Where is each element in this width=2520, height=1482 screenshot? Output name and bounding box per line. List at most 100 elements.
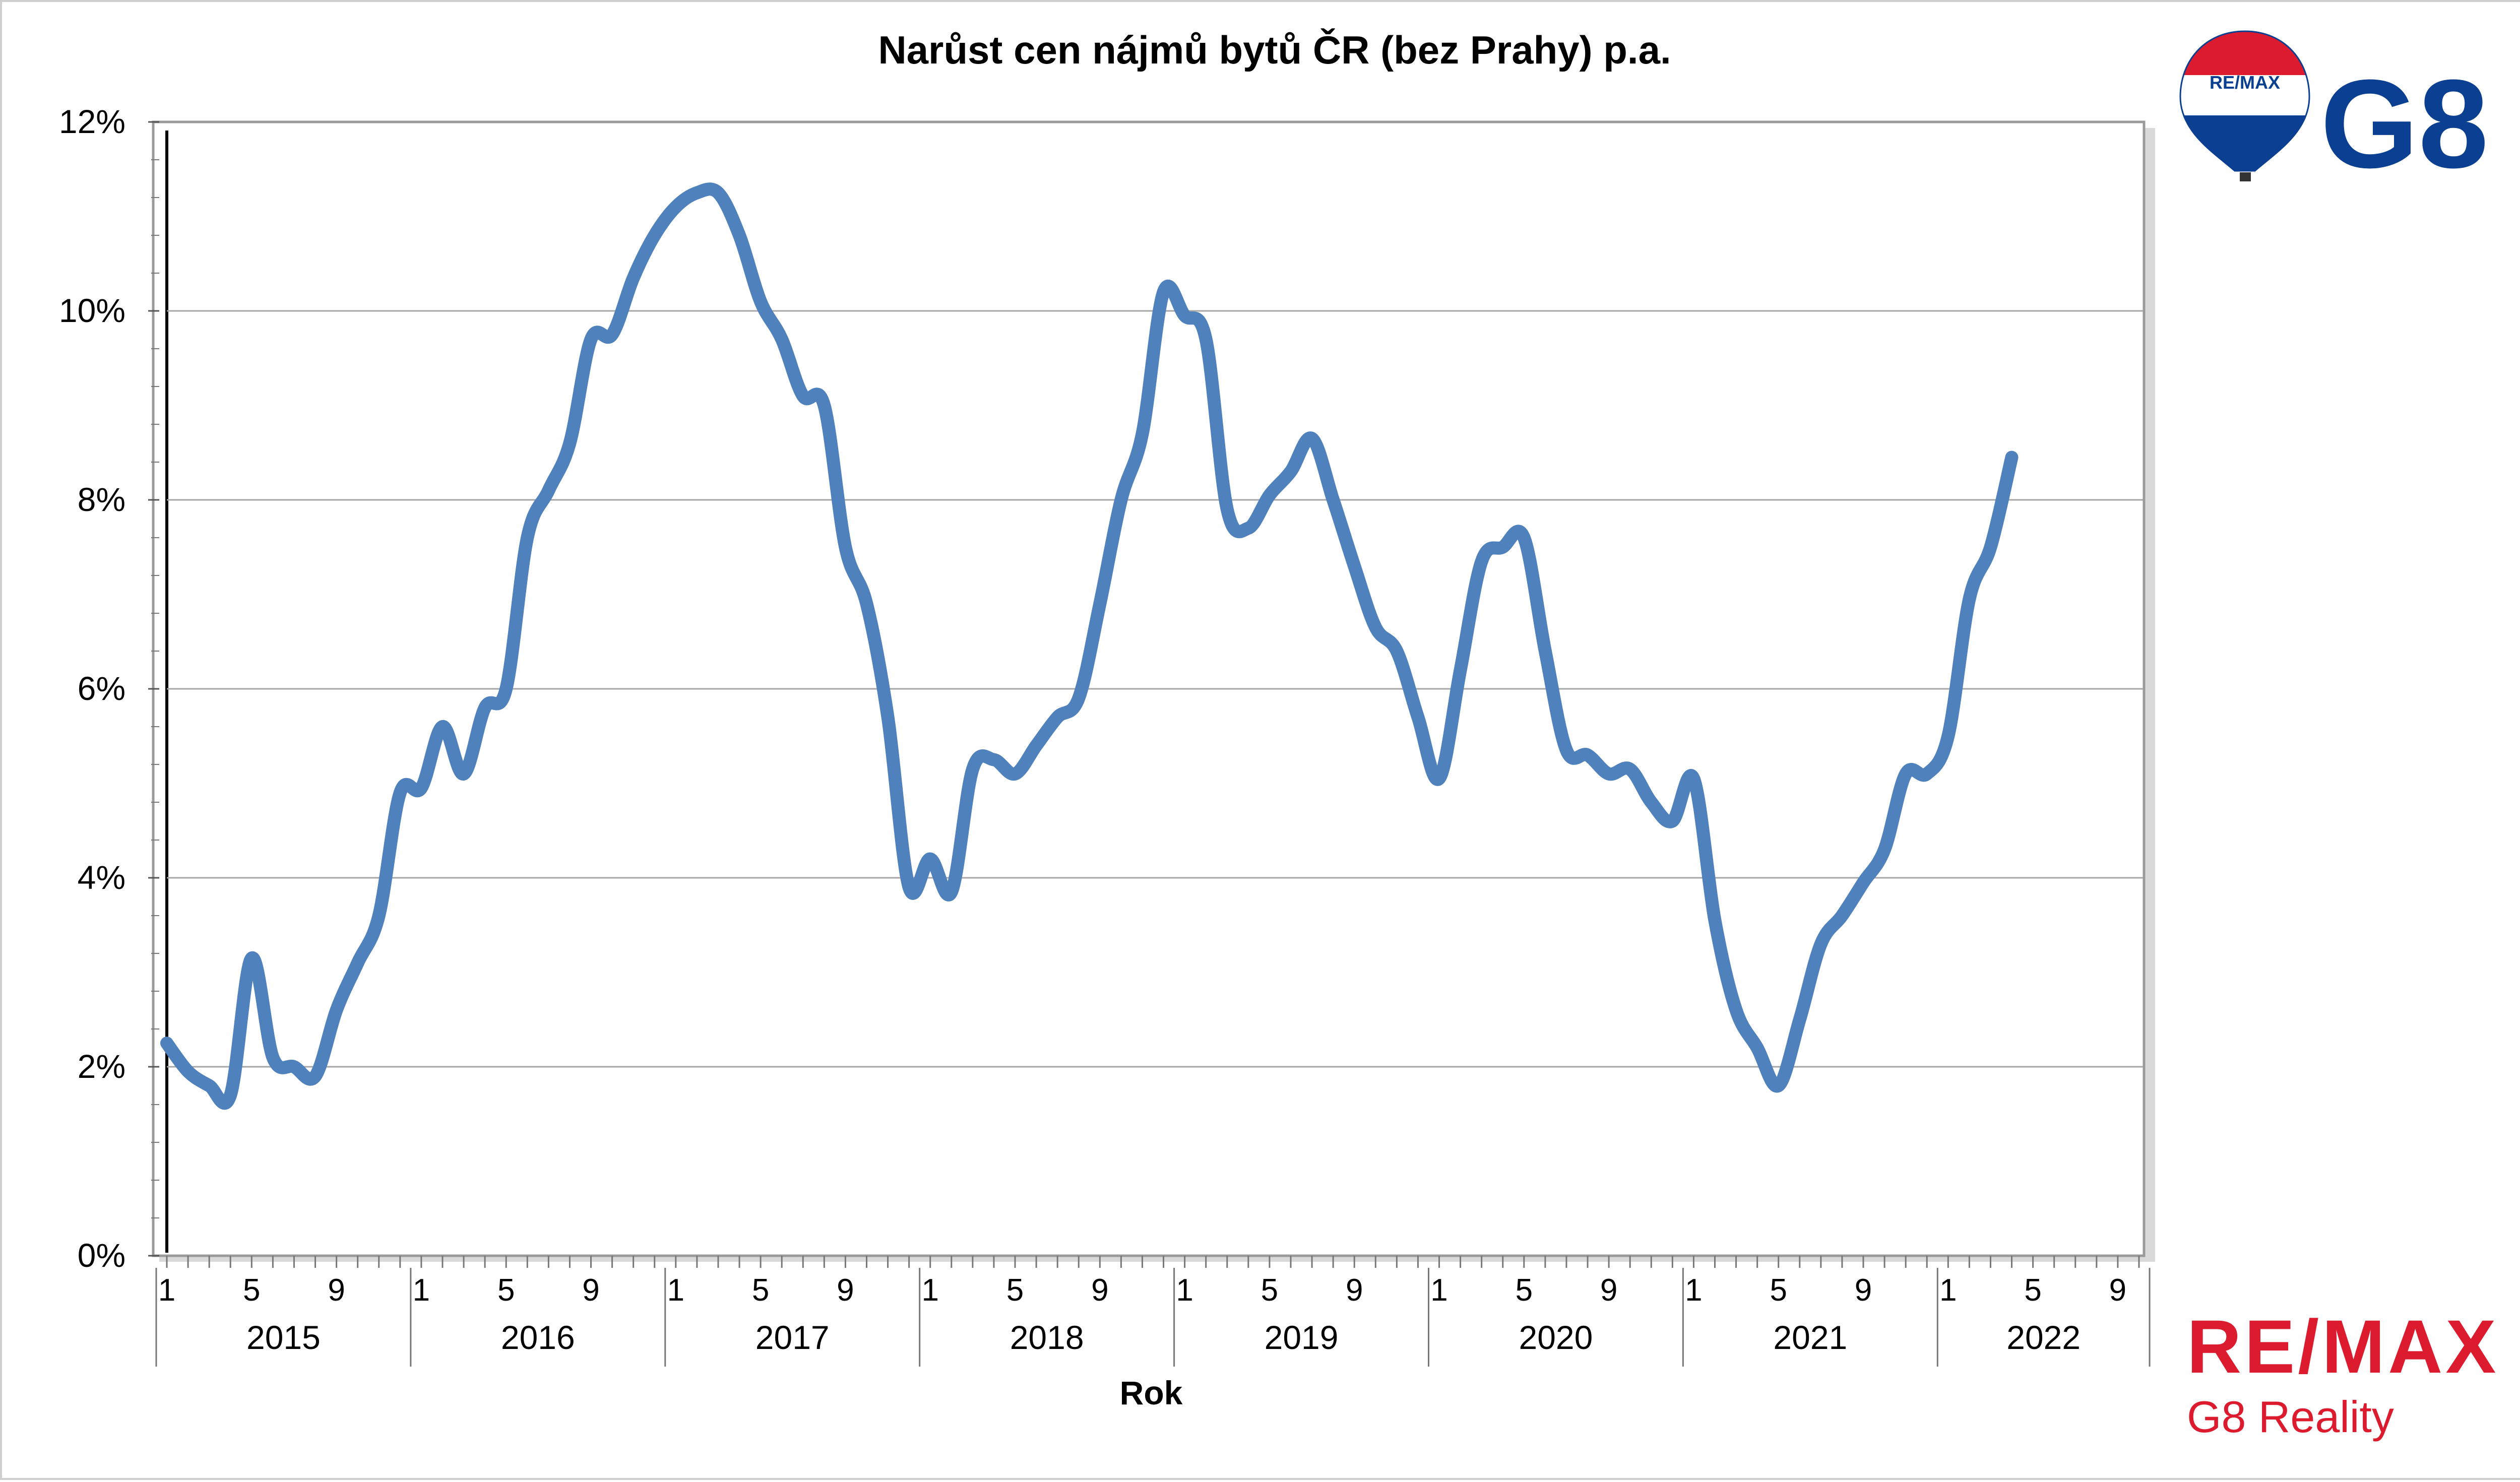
x-month-label: 5 <box>243 1273 260 1308</box>
data-point <box>1735 1009 1737 1011</box>
data-point <box>1841 915 1843 917</box>
x-month-label: 1 <box>1939 1273 1957 1308</box>
data-point <box>1587 754 1589 756</box>
data-point <box>590 338 592 340</box>
year-label: 2022 <box>2006 1319 2081 1356</box>
data-point <box>1650 801 1652 803</box>
x-month-label: 5 <box>1770 1273 1787 1308</box>
data-point <box>1417 716 1419 718</box>
data-point <box>1332 499 1334 501</box>
x-axis-label: Rok <box>1120 1374 1183 1411</box>
x-month-label: 9 <box>2109 1273 2126 1308</box>
chart-title: Narůst cen nájmů bytů ČR (bez Prahy) p.a… <box>878 28 1671 72</box>
data-point <box>1629 768 1631 770</box>
x-month-label: 5 <box>752 1273 769 1308</box>
data-point <box>484 707 486 709</box>
data-point <box>442 726 444 728</box>
data-point <box>336 1009 338 1011</box>
data-point <box>187 1070 189 1072</box>
data-point <box>250 957 253 959</box>
data-point <box>1120 499 1122 501</box>
x-month-label: 9 <box>1091 1273 1108 1308</box>
data-point <box>929 858 931 860</box>
remax-subtitle: G8 Reality <box>2187 1392 2394 1442</box>
data-point <box>293 1066 295 1068</box>
x-month-label: 9 <box>1600 1273 1617 1308</box>
x-month-label: 1 <box>1176 1273 1193 1308</box>
data-point <box>1820 943 1822 945</box>
data-point <box>1056 716 1058 718</box>
data-point <box>1608 773 1610 775</box>
data-point <box>1544 650 1546 652</box>
data-point <box>717 192 719 194</box>
data-point <box>1523 537 1525 539</box>
x-month-label: 5 <box>2024 1273 2041 1308</box>
data-point <box>1692 778 1694 780</box>
data-point <box>1756 1047 1758 1049</box>
data-point <box>654 234 656 236</box>
data-point <box>2011 457 2013 459</box>
x-month-label: 1 <box>921 1273 938 1308</box>
data-point <box>866 603 868 605</box>
data-point <box>1353 565 1355 567</box>
y-tick-label: 4% <box>78 859 125 896</box>
x-month-label: 1 <box>667 1273 684 1308</box>
data-point <box>1905 773 1907 775</box>
data-point <box>420 787 422 789</box>
data-point <box>823 405 825 407</box>
data-point <box>1205 338 1207 340</box>
data-point <box>1014 773 1016 775</box>
data-point <box>1247 527 1249 529</box>
balloon-label: RE/MAX <box>2210 72 2280 93</box>
data-point <box>1968 598 1970 600</box>
data-point <box>1883 849 1885 851</box>
data-point <box>1035 745 1037 747</box>
data-point <box>229 1094 231 1096</box>
data-point <box>781 338 783 340</box>
x-month-label: 1 <box>158 1273 175 1308</box>
y-tick-label: 2% <box>78 1048 125 1085</box>
data-point <box>611 334 613 336</box>
x-month-label: 1 <box>1685 1273 1702 1308</box>
y-tick-label: 12% <box>59 103 125 140</box>
remax-wordmark: RE/MAX <box>2187 1304 2499 1389</box>
data-point <box>1184 314 1186 316</box>
data-point <box>633 277 635 279</box>
g8-logo: G8 <box>2320 53 2489 194</box>
data-point <box>1799 1018 1801 1020</box>
data-point <box>1862 881 1864 883</box>
year-label: 2020 <box>1519 1319 1593 1356</box>
y-tick-label: 6% <box>78 670 125 707</box>
year-label: 2015 <box>246 1319 321 1356</box>
x-month-label: 5 <box>1261 1273 1278 1308</box>
x-month-label: 5 <box>1516 1273 1533 1308</box>
data-point <box>1099 603 1101 605</box>
data-point <box>526 537 528 539</box>
data-point <box>569 442 571 444</box>
x-month-label: 1 <box>413 1273 430 1308</box>
data-point <box>972 768 974 770</box>
data-point <box>1565 749 1567 751</box>
data-point <box>1778 1085 1780 1087</box>
data-point <box>1374 626 1376 628</box>
y-tick-label: 0% <box>78 1237 125 1274</box>
data-point <box>1438 778 1440 780</box>
y-tick-label: 10% <box>59 292 125 329</box>
data-point <box>1290 471 1292 473</box>
data-point <box>1926 773 1928 775</box>
data-point <box>1481 560 1483 562</box>
year-label: 2021 <box>1773 1319 1847 1356</box>
year-label: 2017 <box>755 1319 830 1356</box>
data-point <box>1163 291 1165 293</box>
x-month-label: 9 <box>328 1273 345 1308</box>
x-month-label: 9 <box>582 1273 599 1308</box>
data-point <box>1990 546 1992 548</box>
remax-balloon-logo: RE/MAX <box>2179 30 2310 181</box>
data-point <box>1396 650 1398 652</box>
data-point <box>208 1085 210 1087</box>
data-point <box>1226 508 1228 510</box>
data-point <box>675 206 677 208</box>
year-label: 2019 <box>1265 1319 1339 1356</box>
data-point <box>908 886 910 888</box>
